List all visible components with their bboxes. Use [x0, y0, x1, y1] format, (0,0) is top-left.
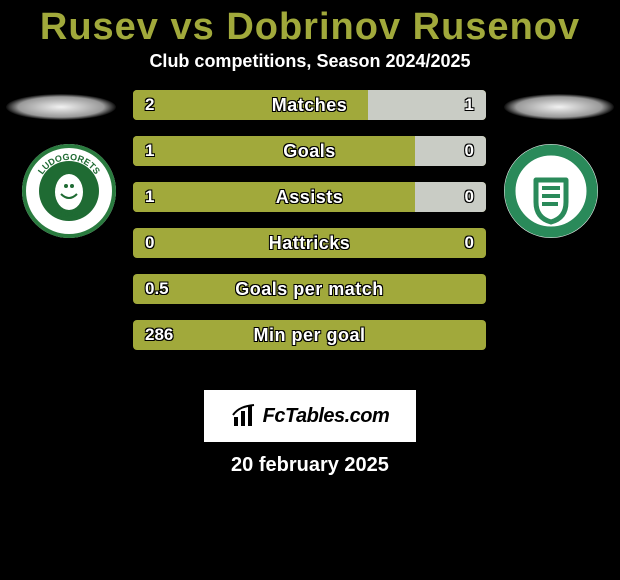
page-title: Rusev vs Dobrinov Rusenov [0, 0, 620, 51]
stat-row: 0.5Goals per match [133, 274, 486, 304]
stat-label: Goals [133, 136, 486, 166]
stat-label: Matches [133, 90, 486, 120]
beroe-crest-icon: БЕРОЕ [504, 144, 598, 238]
stat-row: 00Hattricks [133, 228, 486, 258]
brand-text: FcTables.com [263, 405, 390, 428]
stat-label: Hattricks [133, 228, 486, 258]
brand-box[interactable]: FcTables.com [202, 388, 418, 444]
date-text: 20 february 2025 [0, 454, 620, 477]
spotlight-left [6, 94, 116, 120]
svg-text:1945: 1945 [60, 210, 78, 219]
subtitle: Club competitions, Season 2024/2025 [0, 51, 620, 90]
stat-bars: 21Matches 10Goals 10Assists 00Hattricks 0.5G… [133, 90, 486, 366]
ludogorets-crest-icon: LUDOGORETS 1945 [22, 144, 116, 238]
bar-chart-icon [231, 403, 257, 429]
stat-label: Min per goal [133, 320, 486, 350]
stat-row: 10Assists [133, 182, 486, 212]
spotlight-right [504, 94, 614, 120]
team-crest-right: БЕРОЕ [504, 144, 598, 238]
stat-label: Assists [133, 182, 486, 212]
stat-row: 10Goals [133, 136, 486, 166]
team-crest-left: LUDOGORETS 1945 [22, 144, 116, 238]
comparison-stage: LUDOGORETS 1945 БЕРОЕ 21Matches 10Goals 10… [0, 90, 620, 380]
stat-row: 21Matches [133, 90, 486, 120]
stat-row: 286Min per goal [133, 320, 486, 350]
stat-label: Goals per match [133, 274, 486, 304]
